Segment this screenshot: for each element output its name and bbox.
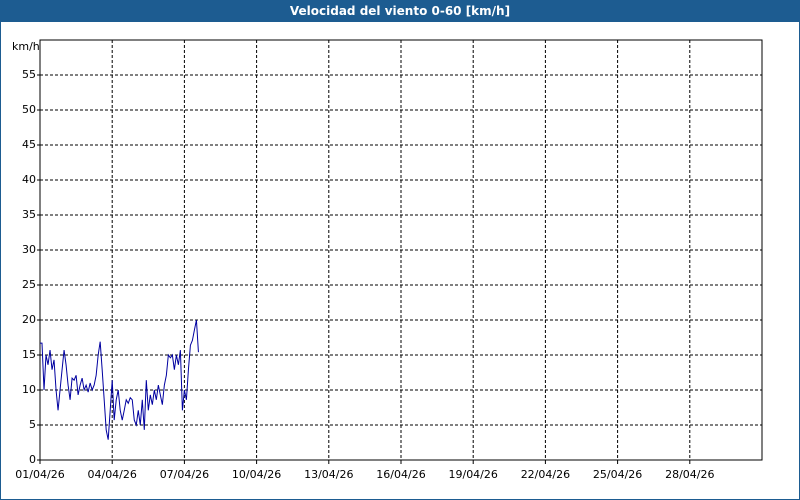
y-tick-label: 55	[22, 68, 36, 81]
x-tick-label: 07/04/26	[160, 468, 209, 481]
chart-title: Velocidad del viento 0-60 [km/h]	[1, 1, 799, 22]
y-tick-label: 10	[22, 383, 36, 396]
y-tick-label: 15	[22, 348, 36, 361]
y-tick-label: 30	[22, 243, 36, 256]
data-line	[40, 319, 199, 440]
y-tick-label: 5	[29, 418, 36, 431]
x-tick-label: 01/04/26	[15, 468, 64, 481]
x-tick-label: 13/04/26	[304, 468, 353, 481]
x-tick-label: 19/04/26	[448, 468, 497, 481]
x-tick-label: 04/04/26	[87, 468, 136, 481]
y-tick-label: 25	[22, 278, 36, 291]
x-tick-label: 22/04/26	[521, 468, 570, 481]
x-tick-label: 10/04/26	[232, 468, 281, 481]
x-tick-label: 25/04/26	[593, 468, 642, 481]
x-tick-label: 16/04/26	[376, 468, 425, 481]
y-tick-label: 20	[22, 313, 36, 326]
y-axis-label: km/h	[12, 40, 40, 53]
y-tick-label: 0	[29, 453, 36, 466]
y-tick-label: 50	[22, 103, 36, 116]
x-tick-label: 28/04/26	[665, 468, 714, 481]
y-tick-label: 35	[22, 208, 36, 221]
y-tick-label: 45	[22, 138, 36, 151]
y-tick-label: 40	[22, 173, 36, 186]
